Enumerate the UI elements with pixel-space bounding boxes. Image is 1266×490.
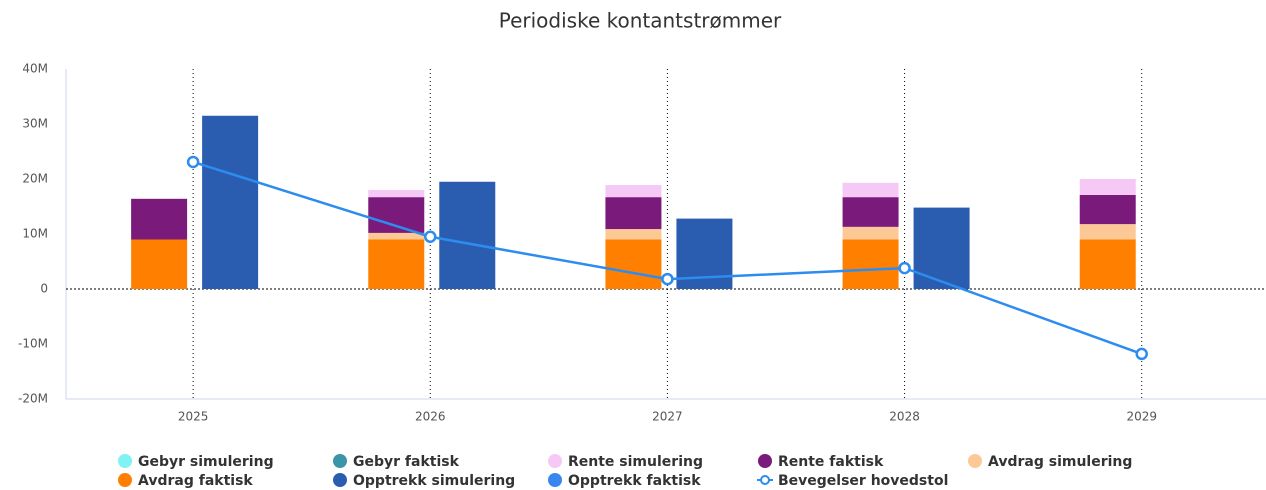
legend-label: Opptrekk simulering	[353, 473, 515, 489]
legend-label: Rente simulering	[568, 454, 703, 470]
y-tick-label: -20M	[18, 392, 48, 406]
y-tick-label: 0	[40, 282, 48, 296]
legend-marker	[333, 454, 347, 468]
bar	[1079, 239, 1136, 289]
y-tick-label: -10M	[18, 337, 48, 351]
x-tick-label: 2029	[1126, 410, 1157, 424]
bar	[605, 239, 662, 289]
legend-label: Gebyr simulering	[138, 454, 274, 470]
line-marker	[424, 230, 437, 243]
y-tick-label: 40M	[22, 62, 48, 76]
line-marker	[661, 272, 674, 286]
line-marker	[898, 261, 911, 275]
bar	[842, 197, 899, 227]
legend-marker	[548, 454, 562, 468]
bar	[842, 239, 899, 289]
legend-label: Rente faktisk	[778, 454, 884, 470]
legend-label: Gebyr faktisk	[353, 454, 460, 470]
legend-marker	[758, 454, 772, 468]
x-tick-label: 2025	[178, 410, 209, 424]
legend-marker	[548, 473, 562, 487]
line-marker	[1135, 347, 1148, 361]
y-tick-label: 20M	[22, 172, 48, 186]
bar	[605, 229, 662, 240]
bar	[842, 226, 899, 240]
bar	[1079, 194, 1136, 225]
bar	[605, 197, 662, 230]
bar	[131, 198, 188, 240]
legend-marker	[760, 475, 770, 485]
bar	[1079, 224, 1136, 240]
bar	[202, 115, 259, 289]
legend-marker	[968, 454, 982, 468]
legend-label: Avdrag faktisk	[138, 473, 253, 489]
bar	[368, 197, 425, 233]
line-marker	[186, 155, 200, 169]
bar	[842, 182, 899, 198]
bar	[368, 239, 425, 289]
legend-label: Bevegelser hovedstol	[778, 473, 948, 489]
bar	[368, 190, 425, 198]
bar	[368, 232, 425, 240]
bar	[605, 185, 662, 198]
legend-marker	[118, 454, 132, 468]
chart-title: Periodiske kontantstrømmer	[499, 9, 782, 33]
legend-marker	[118, 473, 132, 487]
bar	[439, 181, 496, 289]
bar	[131, 239, 188, 289]
legend-label: Opptrekk faktisk	[568, 473, 701, 489]
y-tick-label: 10M	[22, 227, 48, 241]
x-tick-label: 2026	[415, 410, 446, 424]
legend-marker	[333, 473, 347, 487]
y-tick-label: 30M	[22, 117, 48, 131]
bar	[1079, 179, 1136, 195]
x-tick-label: 2028	[889, 410, 920, 424]
legend-label: Avdrag simulering	[988, 454, 1132, 470]
bar	[913, 207, 970, 289]
x-tick-label: 2027	[652, 410, 683, 424]
